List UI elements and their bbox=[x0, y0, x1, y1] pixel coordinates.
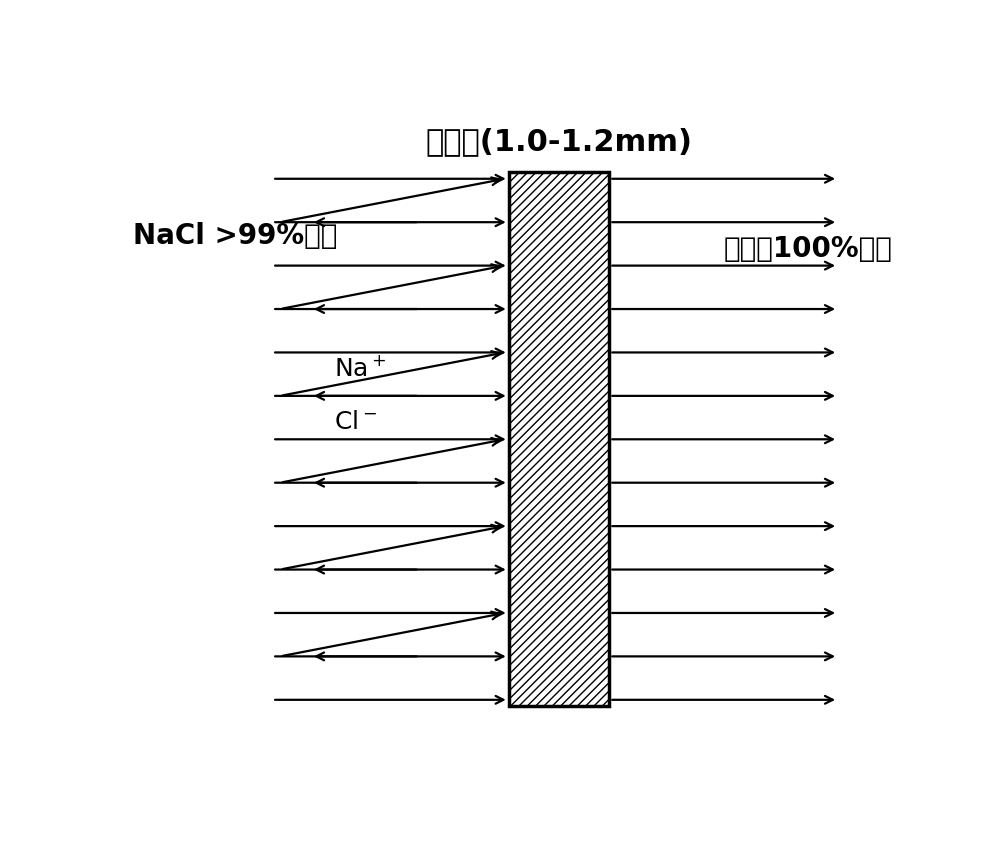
Text: NaCl >99%阻隔: NaCl >99%阻隔 bbox=[133, 222, 337, 250]
Bar bbox=[509, 173, 609, 707]
Text: $\mathregular{Cl^-}$: $\mathregular{Cl^-}$ bbox=[334, 410, 377, 434]
Text: 分离膜(1.0-1.2mm): 分离膜(1.0-1.2mm) bbox=[426, 127, 692, 156]
Text: 水分子100%通过: 水分子100%通过 bbox=[723, 235, 892, 263]
Text: $\mathregular{Na^+}$: $\mathregular{Na^+}$ bbox=[334, 356, 387, 381]
